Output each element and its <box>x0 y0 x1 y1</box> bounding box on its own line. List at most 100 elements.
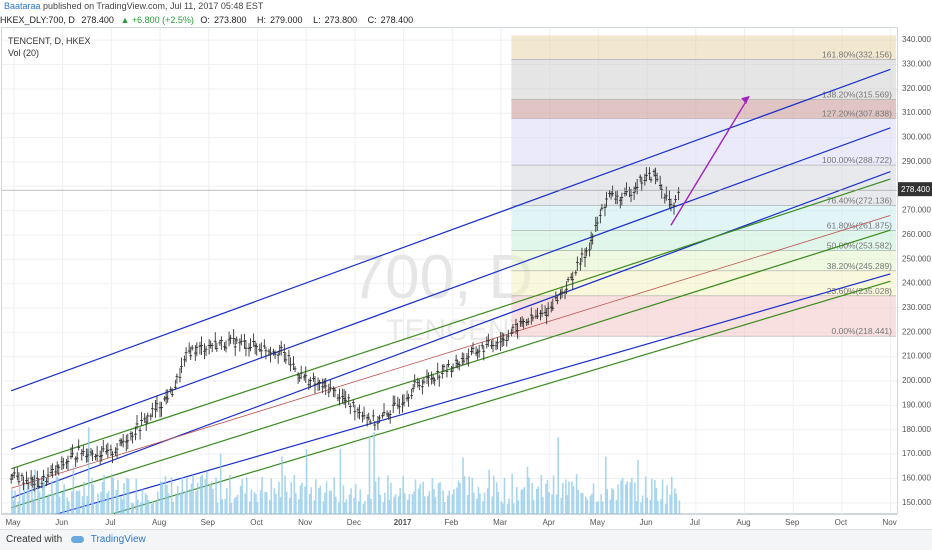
volume-bar <box>397 496 400 514</box>
volume-bar <box>453 489 455 514</box>
volume-bar <box>201 474 204 514</box>
volume-bar <box>560 497 563 514</box>
volume-legend[interactable]: Vol (20) <box>8 48 40 58</box>
volume-bar <box>298 499 300 514</box>
volume-bar <box>615 500 618 514</box>
volume-bar <box>635 501 638 514</box>
volume-bar <box>482 501 484 514</box>
volume-bar <box>384 492 386 514</box>
price-tick-label: 240.000 <box>902 279 931 288</box>
volume-bar <box>192 474 194 514</box>
volume-bar <box>388 499 391 514</box>
volume-bar <box>655 487 658 514</box>
volume-bar <box>399 488 401 514</box>
watermark-symbol: 700, D <box>351 243 534 312</box>
volume-bar <box>532 500 535 514</box>
price-axis[interactable]: 150.000 160.000 170.000 180.000 190.000 200.0… <box>897 27 932 514</box>
volume-bar <box>121 499 124 514</box>
volume-bar <box>629 482 632 514</box>
volume-bar <box>78 490 81 514</box>
volume-bar <box>562 482 564 514</box>
volume-bar <box>586 499 589 514</box>
volume-bar <box>72 466 75 514</box>
volume-bar <box>442 490 444 514</box>
volume-bar <box>674 488 676 514</box>
volume-bar <box>206 471 208 514</box>
volume-bar <box>393 496 395 514</box>
price-tick-label: 290.000 <box>902 157 931 166</box>
author-link[interactable]: Baataraa <box>4 1 41 11</box>
close-label: C: 278.400 <box>367 15 414 25</box>
time-tick-label: May <box>590 518 605 527</box>
volume-bar <box>164 476 167 514</box>
volume-bar <box>654 479 656 514</box>
chart-svg[interactable]: 700, DTENCENT0.00%(218.441)23.60%(235.02… <box>2 28 898 545</box>
fib-band <box>511 99 896 119</box>
fib-level-label: 161.80%(332.156) <box>822 49 892 59</box>
volume-bar <box>179 492 182 514</box>
volume-bar <box>123 483 125 514</box>
high-label: H: 279.000 <box>257 15 303 25</box>
volume-bar <box>413 491 415 514</box>
volume-bar <box>664 503 667 514</box>
volume-bar <box>606 488 609 514</box>
volume-bar <box>103 475 105 514</box>
volume-bar <box>403 493 406 514</box>
volume-bar <box>14 490 16 514</box>
volume-bar <box>270 478 273 514</box>
volume-bar <box>463 476 466 514</box>
volume-bar <box>609 499 612 514</box>
volume-bar <box>204 479 207 514</box>
time-axis-svg[interactable]: May Jun Jul Aug Sep Oct Nov Dec 2017 Feb Mar Apr May… <box>1 515 897 530</box>
volume-bar <box>520 489 523 514</box>
channel-line-red <box>11 215 891 489</box>
current-price-tag <box>898 182 932 197</box>
volume-bar <box>256 502 259 514</box>
volume-bar <box>95 503 98 514</box>
chart-pane[interactable]: 700, DTENCENT0.00%(218.441)23.60%(235.02… <box>1 27 898 545</box>
volume-bar <box>357 501 360 514</box>
volume-bar <box>127 479 130 514</box>
volume-bar <box>370 498 372 514</box>
volume-bar <box>32 498 35 514</box>
volume-bar <box>97 493 99 514</box>
volume-bar <box>338 502 340 514</box>
price-tick-label: 150.000 <box>902 498 931 507</box>
volume-bar <box>196 482 199 514</box>
volume-bar <box>339 448 342 514</box>
volume-bar <box>426 496 429 514</box>
time-tick-label: Jun <box>640 518 653 527</box>
tradingview-logo-icon <box>70 535 84 543</box>
volume-bar <box>215 477 217 514</box>
volume-bar <box>328 490 331 514</box>
volume-bar <box>641 495 644 514</box>
time-axis[interactable]: May Jun Jul Aug Sep Oct Nov Dec 2017 Feb Mar Apr May… <box>1 514 897 529</box>
volume-bar <box>382 502 385 514</box>
volume-bar <box>488 469 490 514</box>
volume-bar <box>236 494 239 514</box>
price-tick-label: 330.000 <box>902 60 931 69</box>
volume-bar <box>600 494 602 514</box>
tradingview-brand-link[interactable]: TradingView <box>90 534 146 545</box>
volume-bar <box>17 501 19 514</box>
volume-bar <box>581 493 584 514</box>
volume-bar <box>230 502 233 514</box>
fib-level-label: 100.00%(288.722) <box>822 155 892 165</box>
symbol-legend[interactable]: TENCENT, D, HKEX <box>8 36 91 46</box>
volume-bar <box>526 466 529 514</box>
volume-bar <box>233 498 236 514</box>
time-tick-label: Nov <box>298 518 312 527</box>
volume-bar <box>301 482 303 514</box>
volume-bar <box>650 478 653 514</box>
volume-bar <box>295 493 297 514</box>
volume-bar <box>140 502 142 514</box>
time-tick-label: Sep <box>201 518 216 527</box>
volume-bar <box>592 483 595 514</box>
volume-bar <box>595 501 598 514</box>
price-tick-label: 340.000 <box>902 35 931 44</box>
price-axis-svg[interactable]: 150.000 160.000 170.000 180.000 190.000 200.0… <box>898 27 932 514</box>
volume-bar <box>81 496 84 514</box>
volume-bar <box>117 480 119 514</box>
volume-bar <box>660 499 662 514</box>
volume-bar <box>224 498 227 514</box>
